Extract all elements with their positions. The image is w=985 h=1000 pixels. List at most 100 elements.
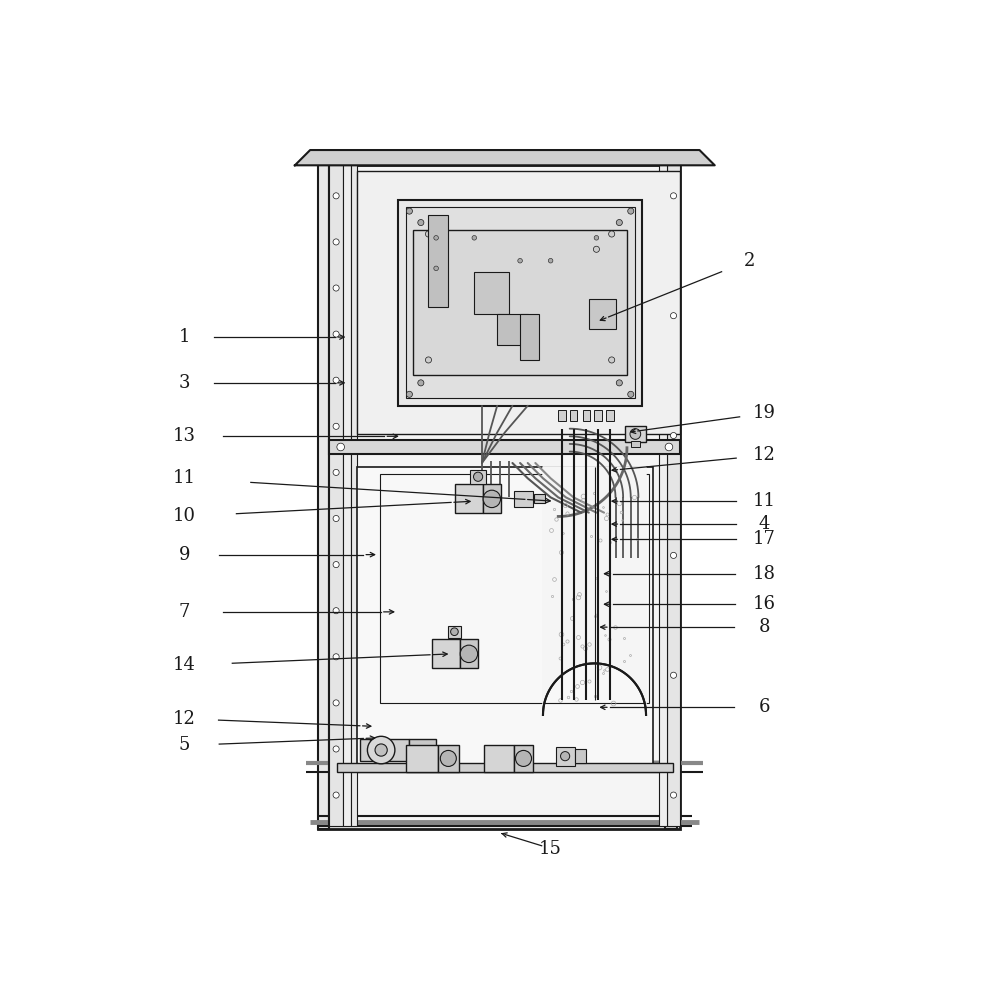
Circle shape (375, 744, 387, 756)
Bar (337, 763, 673, 772)
Circle shape (333, 654, 339, 660)
Circle shape (472, 236, 477, 240)
Text: 11: 11 (172, 469, 196, 487)
Bar (437, 745, 459, 772)
Circle shape (671, 792, 677, 798)
Circle shape (518, 258, 522, 263)
Text: 19: 19 (753, 404, 776, 422)
Circle shape (407, 391, 413, 397)
Text: 3: 3 (178, 374, 190, 392)
Bar (379, 474, 649, 703)
Circle shape (474, 472, 483, 481)
Circle shape (333, 239, 339, 245)
Circle shape (367, 736, 395, 764)
Bar (667, 165, 681, 826)
Bar (447, 626, 461, 638)
Text: 10: 10 (172, 507, 196, 525)
Circle shape (440, 750, 456, 766)
Circle shape (333, 469, 339, 475)
Bar (513, 745, 534, 772)
Text: 14: 14 (172, 656, 196, 674)
Circle shape (333, 562, 339, 568)
Bar (569, 410, 577, 421)
Text: 4: 4 (758, 515, 770, 533)
Circle shape (426, 231, 431, 237)
Bar (475, 272, 508, 314)
Text: 16: 16 (753, 595, 776, 613)
Circle shape (333, 515, 339, 522)
Circle shape (483, 490, 500, 508)
Bar (589, 299, 616, 329)
Circle shape (407, 208, 413, 214)
Bar (406, 207, 634, 398)
Bar (329, 440, 681, 454)
Bar (351, 165, 357, 826)
Text: 8: 8 (758, 618, 770, 636)
Circle shape (418, 219, 424, 226)
Circle shape (450, 628, 458, 636)
Circle shape (337, 443, 345, 451)
Bar (343, 165, 351, 826)
Circle shape (671, 672, 677, 678)
Circle shape (333, 746, 339, 752)
Bar (514, 491, 533, 507)
Circle shape (440, 246, 447, 252)
Circle shape (671, 432, 677, 439)
Text: 5: 5 (178, 736, 190, 754)
Circle shape (333, 331, 339, 337)
Circle shape (627, 208, 633, 214)
Bar (471, 470, 486, 484)
Bar (483, 484, 501, 513)
Text: 18: 18 (753, 565, 776, 583)
Circle shape (333, 377, 339, 383)
Bar (398, 200, 642, 406)
Bar (534, 494, 546, 503)
Circle shape (594, 236, 599, 240)
Circle shape (617, 380, 623, 386)
Bar (575, 749, 586, 763)
Circle shape (671, 193, 677, 199)
Bar (659, 165, 667, 826)
Circle shape (433, 266, 438, 271)
Bar (360, 739, 410, 761)
Bar (329, 165, 343, 826)
Circle shape (665, 443, 673, 451)
Bar (558, 410, 565, 421)
Bar (594, 410, 602, 421)
Bar (455, 484, 483, 513)
Circle shape (426, 357, 431, 363)
Circle shape (627, 391, 633, 397)
Circle shape (549, 258, 553, 263)
Bar (318, 165, 681, 829)
Circle shape (333, 792, 339, 798)
Bar (414, 230, 627, 375)
Text: 1: 1 (178, 328, 190, 346)
Bar (410, 739, 436, 761)
Text: 12: 12 (753, 446, 776, 464)
Circle shape (433, 236, 438, 240)
Circle shape (333, 423, 339, 429)
Polygon shape (543, 467, 646, 715)
Bar (484, 745, 513, 772)
Text: 7: 7 (178, 603, 190, 621)
Bar (357, 467, 653, 765)
Circle shape (560, 752, 569, 761)
Circle shape (460, 645, 478, 663)
Circle shape (593, 246, 600, 252)
Text: 12: 12 (172, 710, 196, 728)
Bar (318, 165, 329, 829)
Bar (497, 314, 528, 345)
Bar (583, 410, 590, 421)
Circle shape (671, 313, 677, 319)
Circle shape (333, 700, 339, 706)
Text: 17: 17 (753, 530, 776, 548)
Circle shape (609, 231, 615, 237)
Bar (624, 426, 646, 442)
Polygon shape (295, 150, 715, 165)
Circle shape (630, 429, 640, 439)
Bar (428, 215, 447, 307)
Text: 9: 9 (178, 546, 190, 564)
Bar (630, 441, 640, 447)
Circle shape (609, 357, 615, 363)
Circle shape (617, 219, 623, 226)
